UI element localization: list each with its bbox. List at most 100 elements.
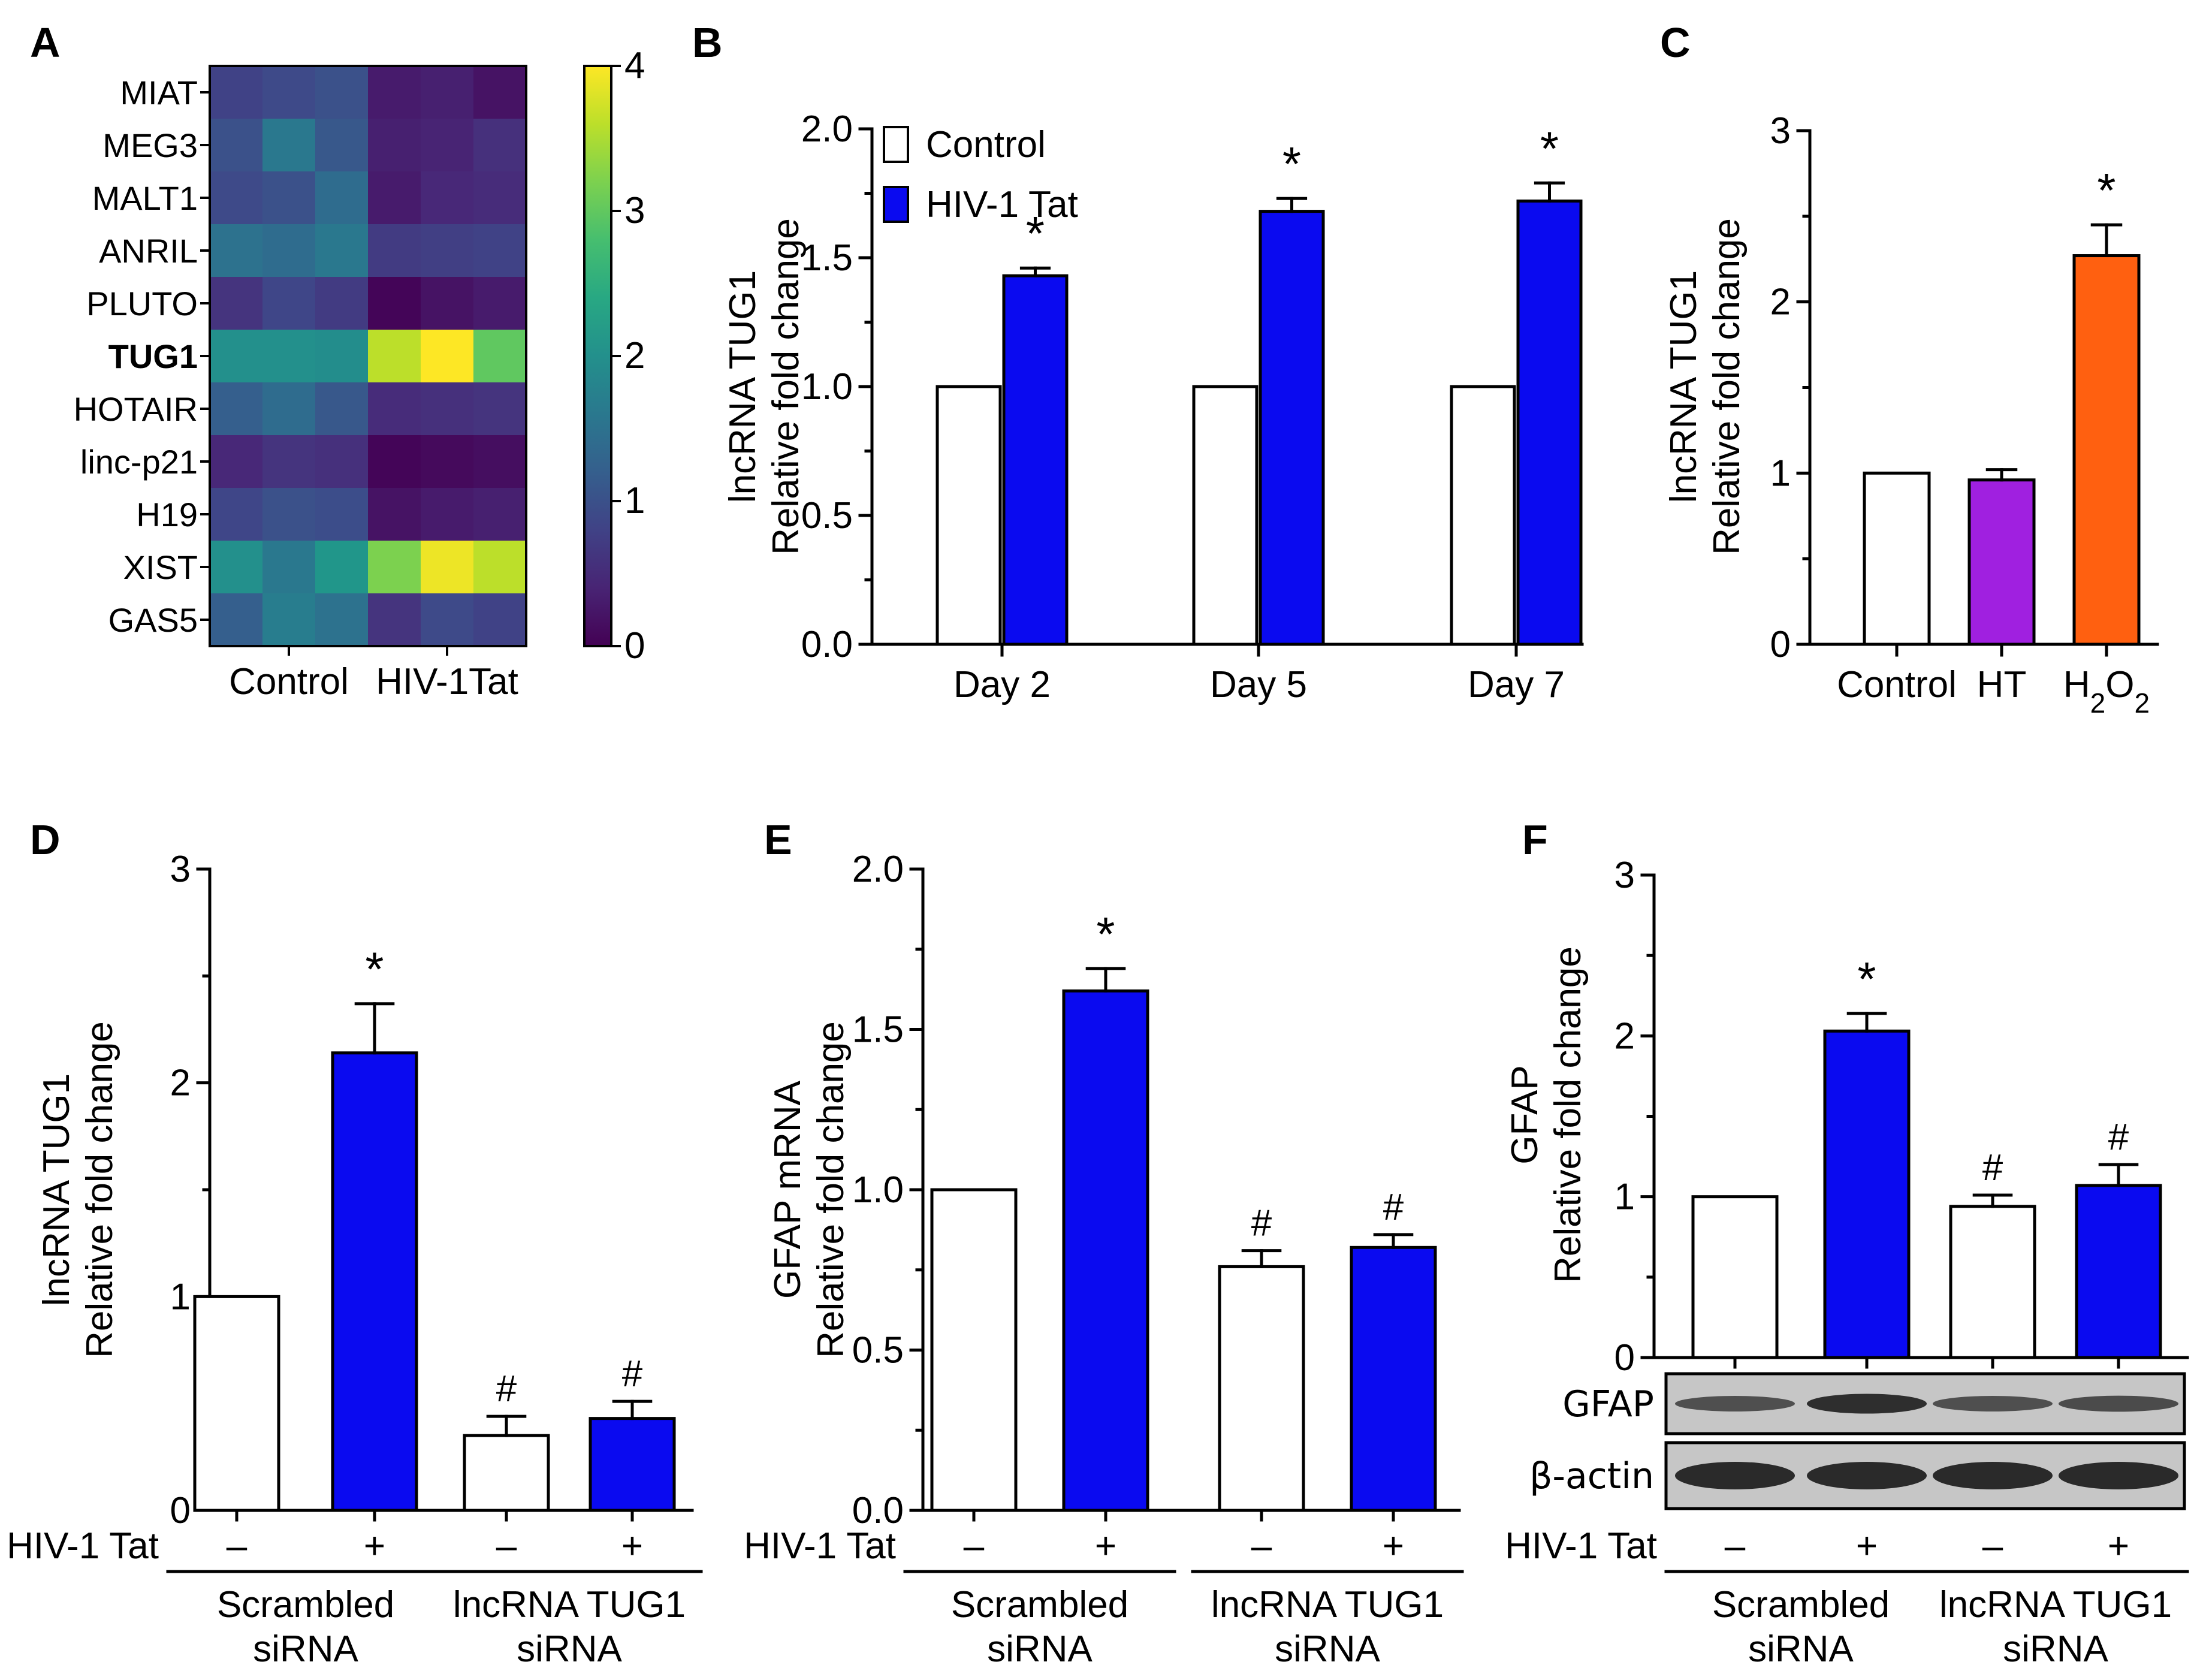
tat-plus: +: [364, 1525, 385, 1567]
heatmap-cell: [210, 119, 263, 172]
heatmap-cell: [368, 224, 421, 278]
heatmap-cell: [262, 435, 316, 488]
heatmap-row-label: PLUTO: [86, 285, 198, 322]
significance-star: *: [1026, 207, 1045, 260]
heatmap-cell: [315, 382, 369, 436]
heatmap-row-label: GAS5: [108, 601, 198, 639]
heatmap-cell: [262, 488, 316, 541]
legend-label-hiv-tat: HIV-1 Tat: [926, 184, 1078, 225]
heatmap-row-label: MEG3: [102, 126, 198, 164]
significance-hash: #: [1982, 1147, 2003, 1189]
significance-hash: #: [1251, 1203, 1272, 1244]
heatmap-row-label: HOTAIR: [74, 390, 198, 428]
gfap-band: [1675, 1396, 1795, 1411]
heatmap-cell: [421, 488, 474, 541]
blot-label-beta-actin: β-actin: [1529, 1455, 1654, 1497]
x-tick-label: H2O2: [2063, 664, 2150, 719]
tat-plus: +: [1095, 1525, 1116, 1567]
y-tick-label: 3: [1614, 855, 1635, 896]
heatmap-cell: [210, 488, 263, 541]
x-tick-label: Control: [1837, 664, 1957, 705]
colorbar: [583, 65, 612, 647]
tat-plus: +: [1856, 1525, 1878, 1567]
y-axis-label-secondary: Relative fold change: [765, 218, 807, 555]
y-tick-label: 1: [1614, 1177, 1635, 1218]
heatmap-col-label: Control: [229, 661, 349, 702]
bar-no-tat: [1218, 1265, 1305, 1512]
gfap-band: [2059, 1395, 2178, 1412]
colorbar-tick-label: 0: [624, 625, 645, 666]
actin-band: [1807, 1462, 1927, 1489]
y-axis-label-secondary: Relative fold change: [1706, 218, 1748, 555]
heatmap-panel-a: [210, 66, 527, 647]
heatmap-row-label: ANRIL: [99, 232, 198, 270]
y-axis-label: GFAP: [1504, 1065, 1546, 1164]
heatmap-cell: [368, 488, 421, 541]
group-label-sirna: siRNA: [253, 1628, 358, 1670]
heatmap-cell: [368, 435, 421, 488]
bar-control: [1863, 471, 1931, 646]
heatmap-cell: [473, 541, 527, 594]
bar-h2o2: [2072, 254, 2141, 646]
heatmap-cell: [473, 277, 527, 330]
bar-hiv-tat: [1062, 989, 1149, 1512]
heatmap-cell: [368, 382, 421, 436]
heatmap-cell: [210, 593, 263, 647]
heatmap-cell: [421, 224, 474, 278]
blot-label-gfap: GFAP: [1562, 1383, 1654, 1425]
heatmap-cell: [315, 277, 369, 330]
heatmap-cell: [368, 171, 421, 225]
treatment-label: HIV-1 Tat: [1505, 1525, 1657, 1567]
group-label-sirna: siRNA: [1748, 1628, 1854, 1670]
y-tick-label: 1.0: [801, 366, 853, 408]
y-tick-label: 3: [1770, 110, 1791, 152]
heatmap-cell: [473, 171, 527, 225]
heatmap-cell: [421, 66, 474, 119]
group-label: lncRNA TUG1: [453, 1584, 686, 1625]
gfap-band: [1933, 1396, 2053, 1411]
bar-hiv-tat: [331, 1051, 418, 1512]
significance-star: *: [365, 943, 384, 996]
colorbar-tick-label: 1: [624, 480, 645, 521]
group-label: Scrambled: [951, 1584, 1128, 1625]
y-tick-label: 1: [1770, 453, 1791, 494]
heatmap-cell: [315, 171, 369, 225]
y-tick-label: 0.5: [852, 1330, 904, 1371]
tat-plus: +: [2108, 1525, 2129, 1567]
heatmap-cell: [421, 541, 474, 594]
bar-hiv-tat: [1259, 210, 1325, 646]
heatmap-cell: [210, 330, 263, 383]
y-tick-label: 0.0: [852, 1490, 904, 1531]
bar-hiv-tat: [1823, 1029, 1911, 1359]
bar-ht: [1967, 478, 2036, 646]
actin-band: [1675, 1462, 1795, 1489]
colorbar-tick-label: 3: [624, 190, 645, 231]
gfap-band: [1807, 1394, 1927, 1414]
heatmap-cell: [315, 66, 369, 119]
y-tick-label: 2.0: [801, 108, 853, 150]
heatmap-row-label: TUG1: [108, 337, 198, 375]
significance-hash: #: [2108, 1117, 2129, 1158]
group-label-sirna: siRNA: [987, 1628, 1093, 1670]
y-tick-label: 2: [1770, 282, 1791, 323]
heatmap-row-label: XIST: [123, 548, 198, 586]
y-axis-label: lncRNA TUG1: [1663, 270, 1704, 503]
tat-minus: –: [1982, 1525, 2003, 1567]
heatmap-cell: [210, 382, 263, 436]
heatmap-cell: [315, 593, 369, 647]
y-axis-label-secondary: Relative fold change: [79, 1021, 120, 1358]
heatmap-cell: [210, 435, 263, 488]
group-label-sirna: siRNA: [1275, 1628, 1380, 1670]
heatmap-row-label: MALT1: [92, 179, 198, 217]
group-label-sirna: siRNA: [517, 1628, 622, 1670]
significance-star: *: [1282, 137, 1301, 191]
heatmap-cell: [210, 66, 263, 119]
x-tick-label: HT: [1977, 664, 2027, 705]
heatmap-cell: [473, 488, 527, 541]
x-tick-label: Day 5: [1210, 664, 1307, 705]
bar-control: [935, 385, 1002, 646]
heatmap-cell: [421, 382, 474, 436]
heatmap-cell: [473, 224, 527, 278]
panel-label-e: E: [764, 816, 792, 863]
